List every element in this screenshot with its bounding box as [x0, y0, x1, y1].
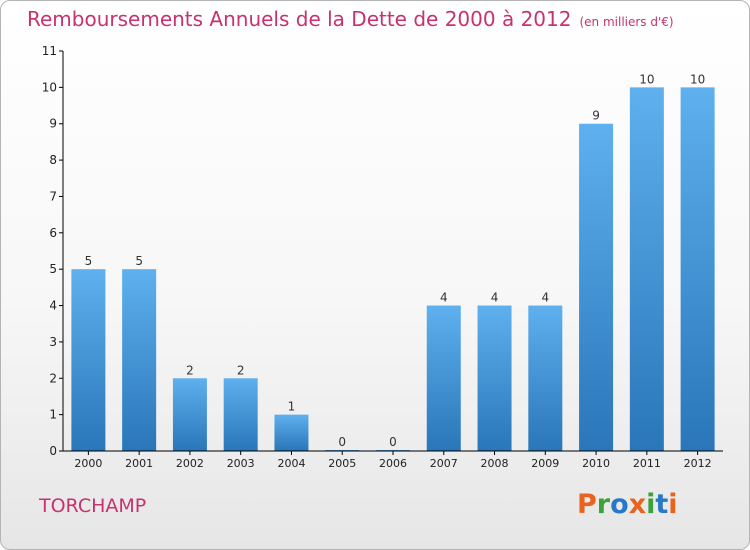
x-tick-label-2007: 2007 [430, 457, 458, 470]
y-tick-label: 6 [49, 226, 57, 240]
bar-2003 [223, 378, 258, 451]
title-unit: (en milliers d'€) [579, 15, 674, 29]
bar-2004 [274, 414, 309, 451]
value-label-2001: 5 [135, 254, 143, 268]
y-tick-label: 11 [42, 44, 57, 58]
x-tick-label-2012: 2012 [684, 457, 712, 470]
logo-letter: t [655, 489, 669, 520]
chart-title: Remboursements Annuels de la Dette de 20… [27, 7, 674, 31]
value-label-2012: 10 [690, 72, 705, 86]
value-label-2003: 2 [237, 363, 245, 377]
value-label-2009: 4 [541, 291, 549, 305]
x-tick-label-2011: 2011 [633, 457, 661, 470]
bar-2001 [122, 269, 157, 451]
value-label-2008: 4 [491, 291, 499, 305]
x-tick-label-2010: 2010 [582, 457, 610, 470]
x-tick-label-2003: 2003 [227, 457, 255, 470]
bar-2002 [172, 378, 207, 451]
x-tick-label-2001: 2001 [125, 457, 153, 470]
value-label-2010: 9 [592, 109, 600, 123]
commune-name: TORCHAMP [39, 495, 147, 517]
y-tick-label: 8 [49, 153, 57, 167]
logo-letter: o [610, 489, 629, 520]
value-label-2011: 10 [639, 72, 654, 86]
logo-letter: x [628, 489, 647, 520]
x-tick-label-2008: 2008 [481, 457, 509, 470]
title-main: Remboursements Annuels de la Dette de 20… [27, 7, 572, 31]
y-tick-label: 0 [49, 444, 57, 458]
x-tick-label-2000: 2000 [74, 457, 102, 470]
x-tick-label-2002: 2002 [176, 457, 204, 470]
value-label-2007: 4 [440, 291, 448, 305]
value-label-2000: 5 [85, 254, 93, 268]
x-tick-label-2005: 2005 [328, 457, 356, 470]
value-label-2005: 0 [338, 435, 346, 449]
y-tick-label: 1 [49, 408, 57, 422]
y-tick-label: 3 [49, 335, 57, 349]
y-tick-label: 2 [49, 371, 57, 385]
bar-2011 [629, 87, 664, 451]
proxiti-logo: Proxiti [577, 489, 678, 520]
y-tick-label: 4 [49, 299, 57, 313]
logo-letter: i [668, 489, 678, 520]
bar-2007 [426, 305, 461, 451]
x-tick-label-2006: 2006 [379, 457, 407, 470]
bar-2009 [528, 305, 563, 451]
y-tick-label: 7 [49, 189, 57, 203]
bar-2008 [477, 305, 512, 451]
logo-letter: P [577, 489, 597, 520]
value-label-2006: 0 [389, 435, 397, 449]
logo-letter: i [646, 489, 656, 520]
bar-2012 [680, 87, 715, 451]
logo-letter: r [596, 489, 611, 520]
x-axis: 2000 2001 2002 2003 2004 2005 2006 2007 2008 2009… [63, 450, 723, 470]
value-label-2002: 2 [186, 363, 194, 377]
x-tick-label-2004: 2004 [277, 457, 305, 470]
y-tick-label: 5 [49, 262, 57, 276]
y-axis: 0 1 2 3 4 5 6 7 8 9 10 11 [42, 44, 64, 458]
y-tick-label: 9 [49, 117, 57, 131]
y-tick-label: 10 [42, 80, 57, 94]
bar-2000 [71, 269, 106, 451]
bar-2010 [579, 123, 614, 452]
value-label-2004: 1 [288, 400, 296, 414]
x-tick-label-2009: 2009 [531, 457, 559, 470]
